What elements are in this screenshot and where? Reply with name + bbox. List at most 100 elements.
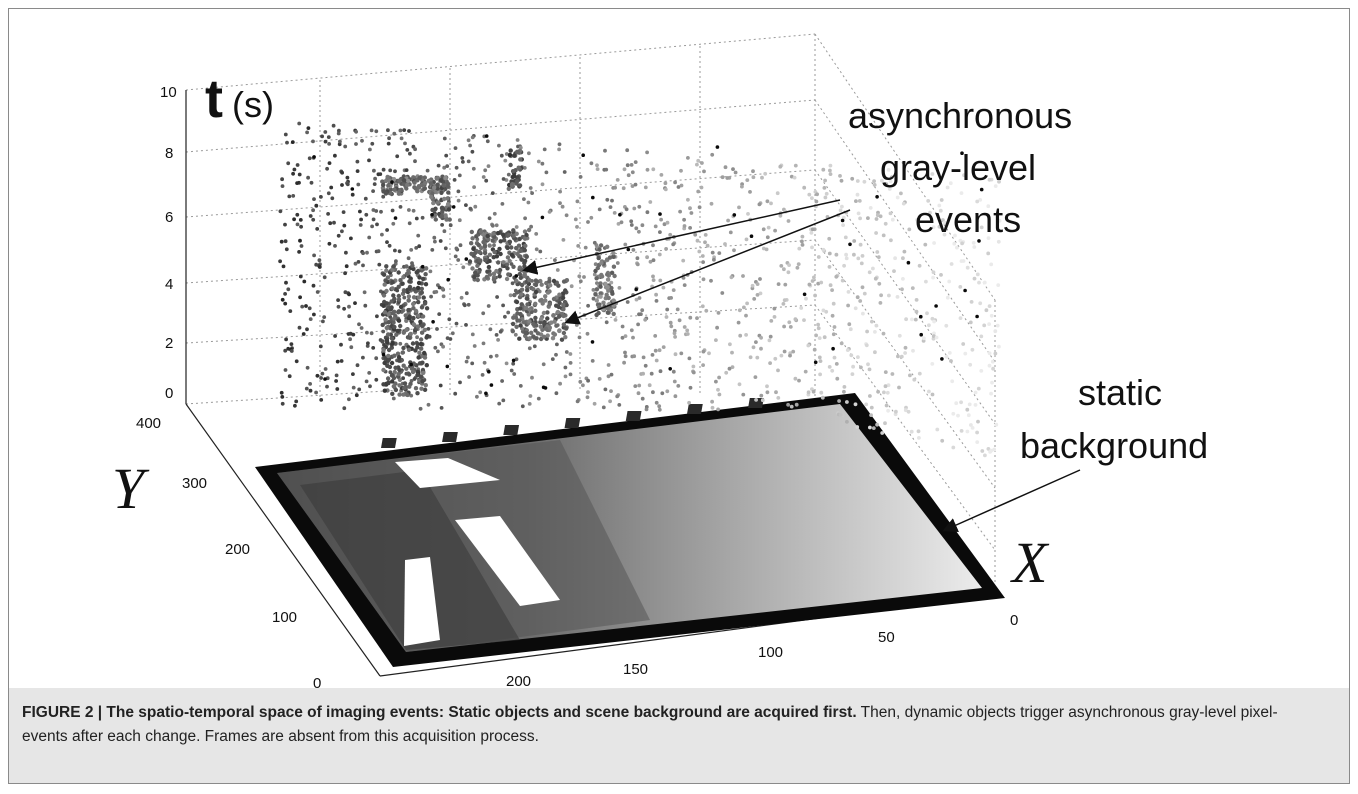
event-point <box>605 310 611 315</box>
event-point <box>665 389 670 394</box>
event-point <box>280 401 285 406</box>
event-point <box>401 345 406 351</box>
event-point <box>760 175 764 180</box>
event-point <box>396 297 402 302</box>
event-point <box>291 194 296 198</box>
event-point <box>883 384 888 389</box>
event-point <box>486 264 492 270</box>
event-point <box>280 395 285 399</box>
event-point <box>391 384 396 389</box>
event-point <box>758 277 762 281</box>
event-point <box>601 300 606 305</box>
event-point <box>433 206 438 211</box>
event-point <box>742 305 746 310</box>
event-point <box>442 136 447 141</box>
event-point <box>934 304 938 308</box>
event-point <box>424 306 430 311</box>
event-point <box>676 185 681 189</box>
event-point <box>472 250 478 256</box>
event-point <box>515 251 520 257</box>
event-point <box>514 274 519 278</box>
event-point <box>581 383 585 388</box>
event-point <box>851 364 855 369</box>
event-point <box>358 223 363 227</box>
event-point <box>454 246 459 251</box>
event-point <box>810 196 814 201</box>
event-point <box>636 322 640 327</box>
event-point <box>872 183 877 187</box>
event-point <box>875 250 880 254</box>
event-point <box>527 151 531 156</box>
event-point <box>497 274 502 279</box>
event-point <box>411 208 416 213</box>
event-point <box>380 232 384 237</box>
event-point <box>470 266 475 271</box>
event-point <box>917 263 922 268</box>
event-point <box>675 307 680 312</box>
event-point <box>677 318 682 323</box>
event-point <box>899 354 904 359</box>
event-point <box>387 136 391 141</box>
event-point <box>484 391 488 396</box>
event-point <box>821 247 826 252</box>
event-point <box>650 353 655 357</box>
event-point <box>466 355 470 360</box>
event-point <box>939 273 943 277</box>
event-point <box>385 240 389 245</box>
event-point <box>782 324 786 329</box>
event-point <box>531 287 536 292</box>
event-point <box>653 348 658 353</box>
event-point <box>543 298 548 303</box>
event-point <box>671 288 676 292</box>
event-point <box>510 169 516 174</box>
event-point <box>511 228 516 233</box>
event-point <box>517 336 522 341</box>
event-point <box>737 308 742 313</box>
event-point <box>688 226 692 230</box>
event-point <box>800 243 805 247</box>
event-point <box>564 213 569 218</box>
event-point <box>371 346 376 350</box>
event-point <box>634 297 639 302</box>
event-point <box>926 199 931 203</box>
t-axis-ticks: 10 8 6 4 2 0 <box>160 84 177 402</box>
event-point <box>515 179 520 184</box>
event-point <box>506 186 511 191</box>
event-point <box>494 223 499 228</box>
event-point <box>979 187 984 192</box>
event-point <box>407 221 412 226</box>
event-point <box>939 198 944 202</box>
event-point <box>446 190 451 195</box>
event-point <box>787 320 792 325</box>
event-point <box>484 178 489 183</box>
event-point <box>858 299 863 303</box>
event-point <box>297 325 302 330</box>
event-point <box>934 335 939 340</box>
event-point <box>987 351 992 356</box>
event-point <box>710 152 715 157</box>
event-point <box>431 200 436 206</box>
event-point <box>605 277 611 282</box>
event-point <box>315 227 320 231</box>
event-point <box>517 271 522 277</box>
event-point <box>606 288 611 293</box>
event-point <box>383 191 389 196</box>
event-point <box>802 185 807 190</box>
event-point <box>558 381 562 386</box>
event-point <box>625 148 630 153</box>
event-point <box>501 303 505 308</box>
event-point <box>408 151 412 156</box>
event-point <box>501 232 506 237</box>
event-point <box>308 382 312 386</box>
event-point <box>915 218 919 222</box>
event-point <box>765 235 770 240</box>
event-point <box>533 278 539 283</box>
event-point <box>396 318 402 323</box>
t-tick-0: 0 <box>165 385 173 402</box>
event-point <box>576 244 581 248</box>
event-point <box>559 337 565 342</box>
event-point <box>333 153 337 158</box>
event-point <box>462 303 467 308</box>
event-point <box>510 281 515 286</box>
event-point <box>686 156 690 160</box>
